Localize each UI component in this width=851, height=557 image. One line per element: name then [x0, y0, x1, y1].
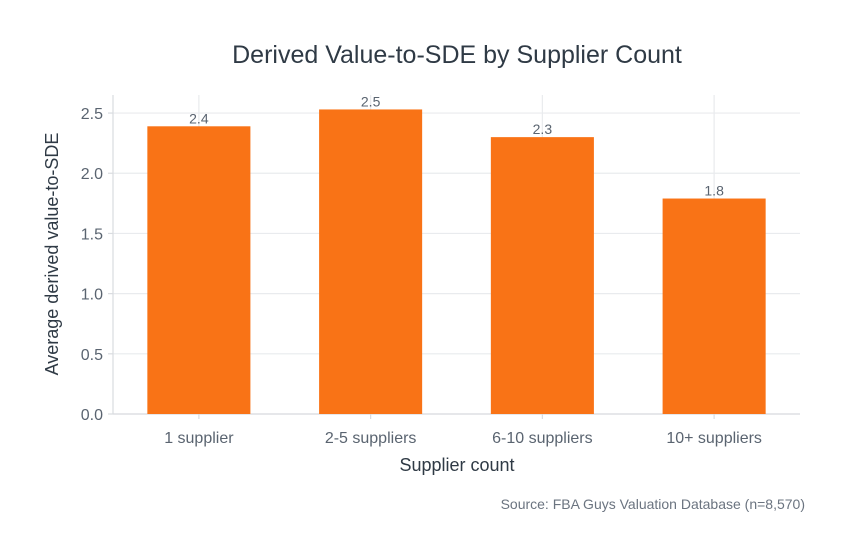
x-tick-label: 2-5 suppliers — [325, 430, 417, 447]
bar-value-label: 2.4 — [189, 110, 209, 126]
x-tick-label: 10+ suppliers — [666, 430, 762, 447]
data-labels: 2.4 2.5 2.3 1.8 — [189, 93, 724, 198]
bar — [662, 198, 766, 414]
bar — [147, 126, 251, 415]
bar-value-label: 1.8 — [704, 183, 724, 199]
x-axis-ticks: 1 supplier 2-5 suppliers 6-10 suppliers 10+… — [164, 414, 762, 447]
y-tick-label: 1.5 — [81, 226, 103, 243]
y-tick-label: 2.5 — [81, 106, 103, 123]
y-axis-ticks: 0.0 0.5 1.0 1.5 2.0 2.5 — [81, 106, 113, 424]
y-tick-label: 1.0 — [81, 287, 103, 304]
bar — [319, 109, 423, 414]
y-tick-label: 0.5 — [81, 347, 103, 364]
x-tick-label: 6-10 suppliers — [492, 430, 593, 447]
x-axis-title: Supplier count — [399, 455, 514, 475]
bars — [147, 109, 766, 415]
x-tick-label: 1 supplier — [164, 430, 234, 447]
bar-value-label: 2.5 — [361, 93, 381, 109]
y-axis-title: Average derived value-to-SDE — [42, 133, 62, 376]
chart-title: Derived Value-to-SDE by Supplier Count — [232, 41, 682, 69]
y-tick-label: 0.0 — [81, 407, 103, 424]
bar — [490, 137, 594, 414]
source-note: Source: FBA Guys Valuation Database (n=8… — [501, 496, 805, 512]
bar-value-label: 2.3 — [533, 121, 553, 137]
y-tick-label: 2.0 — [81, 166, 103, 183]
